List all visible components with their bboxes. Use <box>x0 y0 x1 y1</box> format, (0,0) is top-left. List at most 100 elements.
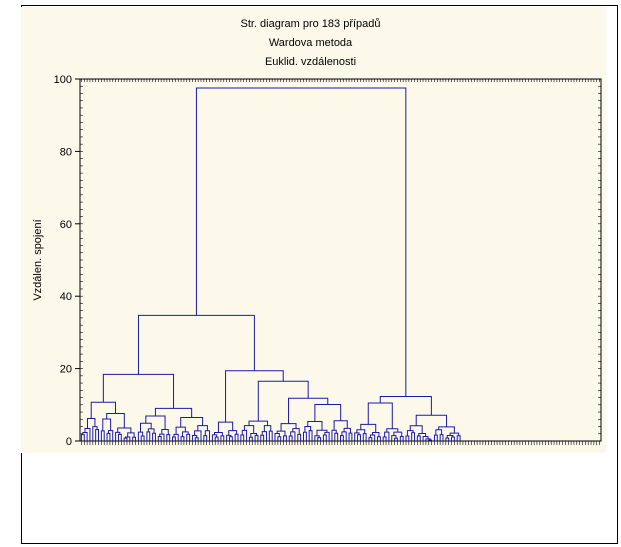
dendrogram-link <box>277 436 282 441</box>
dendrogram-link <box>159 433 165 441</box>
dendrogram-link <box>382 436 387 441</box>
dendrogram-link <box>102 418 112 431</box>
dendrogram-link <box>180 436 185 441</box>
dendrogram-link <box>377 436 381 441</box>
dendrogram-link <box>357 434 361 441</box>
dendrogram-link <box>137 314 255 375</box>
dendrogram-link <box>146 431 151 441</box>
dendrogram-link <box>195 87 407 397</box>
dendrogram-link <box>415 414 448 427</box>
dendrogram-link <box>107 430 114 441</box>
dendrogram-link <box>248 436 253 441</box>
y-tick-label: 100 <box>54 74 72 86</box>
dendrogram-link <box>297 433 302 441</box>
dendrogram-link <box>145 415 166 430</box>
dendrogram-link <box>166 434 171 441</box>
y-tick-label: 60 <box>60 219 72 231</box>
dendrogram-link <box>334 432 339 441</box>
dendrogram-link <box>204 430 211 441</box>
dendrogram-link <box>418 433 427 437</box>
dendrogram-link <box>314 435 320 441</box>
y-axis: 0 20 40 60 80 100 <box>54 74 601 448</box>
dendrogram-link <box>226 434 232 441</box>
dendrogram-links <box>80 87 461 441</box>
dendrogram-link <box>405 435 410 441</box>
dendrogram-link <box>416 435 421 441</box>
dendrogram-link <box>316 429 328 436</box>
dendrogram-link <box>343 427 351 434</box>
dendrogram-link <box>268 430 273 441</box>
dendrogram-link <box>203 435 208 441</box>
dendrogram-link <box>197 425 208 431</box>
dendrogram-link <box>340 435 344 441</box>
y-tick-label: 40 <box>60 291 72 303</box>
dendrogram-link <box>152 432 156 441</box>
dendrogram-link <box>362 433 367 441</box>
dendrogram-link <box>317 437 322 441</box>
dendrogram-link <box>386 428 399 433</box>
dendrogram-link <box>214 436 219 441</box>
dendrogram-link <box>100 430 105 441</box>
dendrogram-link <box>322 434 327 441</box>
dendrogram-link <box>406 430 414 436</box>
dendrogram-link <box>117 433 122 441</box>
dendrogram-link <box>95 429 100 441</box>
dendrogram-link <box>92 426 98 441</box>
dendrogram-link <box>172 436 176 441</box>
y-tick-label: 0 <box>66 436 72 448</box>
dendrogram-link <box>445 437 450 441</box>
dendrogram-link <box>228 430 238 436</box>
y-tick-label: 80 <box>60 146 72 158</box>
dendrogram-link <box>274 433 280 441</box>
dendrogram-link <box>260 434 265 441</box>
dendrogram-link <box>248 420 269 426</box>
dendrogram-link <box>173 433 179 441</box>
dendrogram-link <box>214 432 223 436</box>
chart-title-line-1: Str. diagram pro 183 případů <box>240 18 381 30</box>
dendrogram-link <box>360 423 377 433</box>
dendrogram-link <box>368 437 373 441</box>
dendrogram-link <box>106 412 125 429</box>
dendrogram-link <box>399 435 404 441</box>
dendrogram-link <box>102 373 175 409</box>
dendrogram-link <box>369 434 376 441</box>
dendrogram-link <box>304 426 312 433</box>
y-axis-label: Vzdálen. spojení <box>32 219 44 300</box>
dendrogram-link <box>428 439 433 441</box>
dendrogram-link <box>220 435 225 441</box>
dendrogram-link <box>331 429 337 441</box>
dendrogram-link <box>308 430 313 441</box>
dendrogram-link <box>411 432 416 441</box>
chart-title-line-2: Wardova metoda <box>268 37 353 49</box>
dendrogram-link <box>140 435 145 441</box>
dendrogram-link <box>254 434 259 441</box>
dendrogram-link <box>257 380 309 422</box>
dendrogram-link <box>115 431 121 441</box>
chart-title-line-3: Euklid. vzdálenosti <box>264 56 357 68</box>
dendrogram-link <box>292 428 300 435</box>
dendrogram-link <box>147 428 155 434</box>
dendrogram-link <box>435 429 443 436</box>
dendrogram-link <box>90 401 116 419</box>
dendrogram-link <box>211 434 218 441</box>
dendrogram-link <box>125 436 131 441</box>
dendrogram-link <box>341 431 347 441</box>
dendrogram-link <box>80 434 85 441</box>
dendrogram-link <box>451 436 455 441</box>
dendrogram-link <box>422 435 429 441</box>
dendrogram-link <box>324 431 330 441</box>
dendrogram-link <box>157 435 162 441</box>
dendrogram-link <box>307 420 323 431</box>
dendrogram-link <box>356 429 366 434</box>
dendrogram-link <box>243 425 255 434</box>
dendrogram-link <box>314 403 342 422</box>
dendrogram-link <box>175 426 186 435</box>
dendrogram-link <box>234 433 239 441</box>
y-tick-label: 20 <box>60 364 72 376</box>
dendrogram-link <box>132 436 137 441</box>
dendrogram-link <box>446 434 454 438</box>
dendrogram-link <box>186 433 191 441</box>
dendrogram-link <box>228 436 233 441</box>
dendrogram-link <box>379 395 432 416</box>
